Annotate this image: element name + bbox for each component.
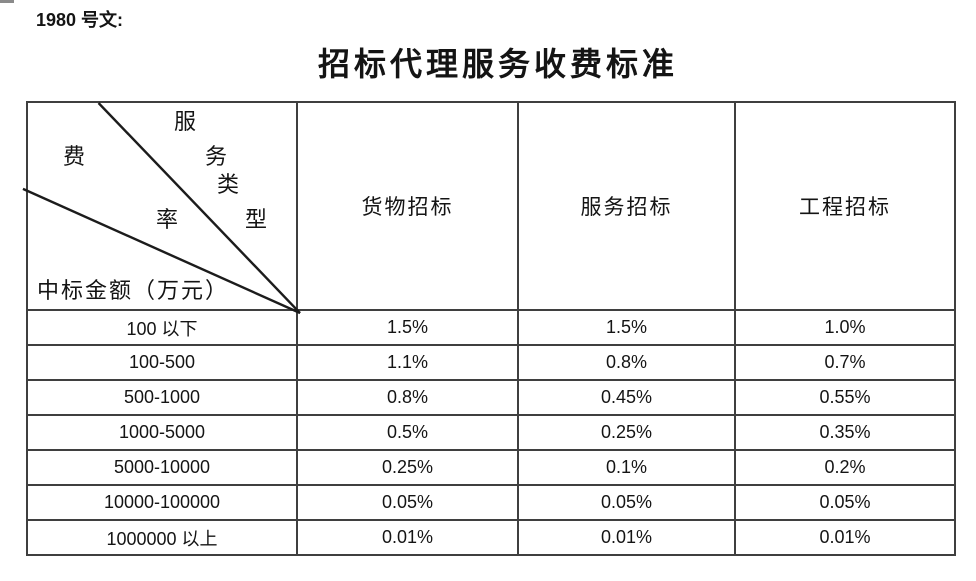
row-range: 1000000 以上	[26, 519, 298, 556]
fee-standard-table: 服 务 类 型 费 率 中标金额（万元） 货物招标 服务招标 工程招标 100 …	[22, 101, 956, 556]
row-range: 10000-100000	[26, 484, 298, 521]
corner-service-type-char-3: 类	[217, 172, 240, 197]
cell-value: 0.2%	[734, 449, 956, 486]
cell-value: 0.1%	[517, 449, 736, 486]
row-range: 100 以下	[26, 309, 298, 346]
corner-row-axis-label: 中标金额（万元）	[37, 278, 230, 303]
corner-service-type-char-2: 务	[205, 144, 228, 169]
row-range: 5000-10000	[26, 449, 298, 486]
corner-service-type-char-4: 型	[245, 207, 268, 232]
cell-value: 0.45%	[517, 379, 736, 416]
cell-value: 1.0%	[734, 309, 956, 346]
column-header-engineering: 工程招标	[734, 101, 956, 311]
cell-value: 0.8%	[296, 379, 519, 416]
table-row: 100 以下 1.5% 1.5% 1.0%	[26, 309, 956, 346]
cell-value: 0.05%	[296, 484, 519, 521]
scan-artifact	[0, 0, 14, 3]
diagonal-corner-cell: 服 务 类 型 费 率 中标金额（万元）	[22, 101, 301, 315]
table-row: 1000000 以上 0.01% 0.01% 0.01%	[26, 519, 956, 556]
column-header-goods: 货物招标	[296, 101, 519, 311]
table-row: 1000-5000 0.5% 0.25% 0.35%	[26, 414, 956, 451]
table-row: 500-1000 0.8% 0.45% 0.55%	[26, 379, 956, 416]
cell-value: 0.25%	[296, 449, 519, 486]
doc-number: 1980 号文:	[36, 10, 124, 30]
table-row: 100-500 1.1% 0.8% 0.7%	[26, 344, 956, 381]
cell-value: 1.5%	[296, 309, 519, 346]
cell-value: 0.7%	[734, 344, 956, 381]
cell-value: 0.5%	[296, 414, 519, 451]
corner-service-type-char-1: 服	[174, 109, 197, 134]
cell-value: 0.05%	[734, 484, 956, 521]
table-header-row: 服 务 类 型 费 率 中标金额（万元） 货物招标 服务招标 工程招标	[22, 101, 956, 315]
row-range: 100-500	[26, 344, 298, 381]
cell-value: 0.8%	[517, 344, 736, 381]
cell-value: 1.5%	[517, 309, 736, 346]
cell-value: 0.01%	[734, 519, 956, 556]
table-row: 10000-100000 0.05% 0.05% 0.05%	[26, 484, 956, 521]
cell-value: 0.25%	[517, 414, 736, 451]
cell-value: 1.1%	[296, 344, 519, 381]
corner-fee-rate-char-1: 费	[63, 144, 86, 169]
corner-fee-rate-char-2: 率	[156, 207, 179, 232]
cell-value: 0.05%	[517, 484, 736, 521]
cell-value: 0.01%	[296, 519, 519, 556]
cell-value: 0.55%	[734, 379, 956, 416]
table-row: 5000-10000 0.25% 0.1% 0.2%	[26, 449, 956, 486]
page-title: 招标代理服务收费标准	[318, 46, 679, 82]
diagonal-split-lines	[22, 102, 301, 315]
column-header-service: 服务招标	[517, 101, 736, 311]
row-range: 1000-5000	[26, 414, 298, 451]
cell-value: 0.35%	[734, 414, 956, 451]
cell-value: 0.01%	[517, 519, 736, 556]
row-range: 500-1000	[26, 379, 298, 416]
